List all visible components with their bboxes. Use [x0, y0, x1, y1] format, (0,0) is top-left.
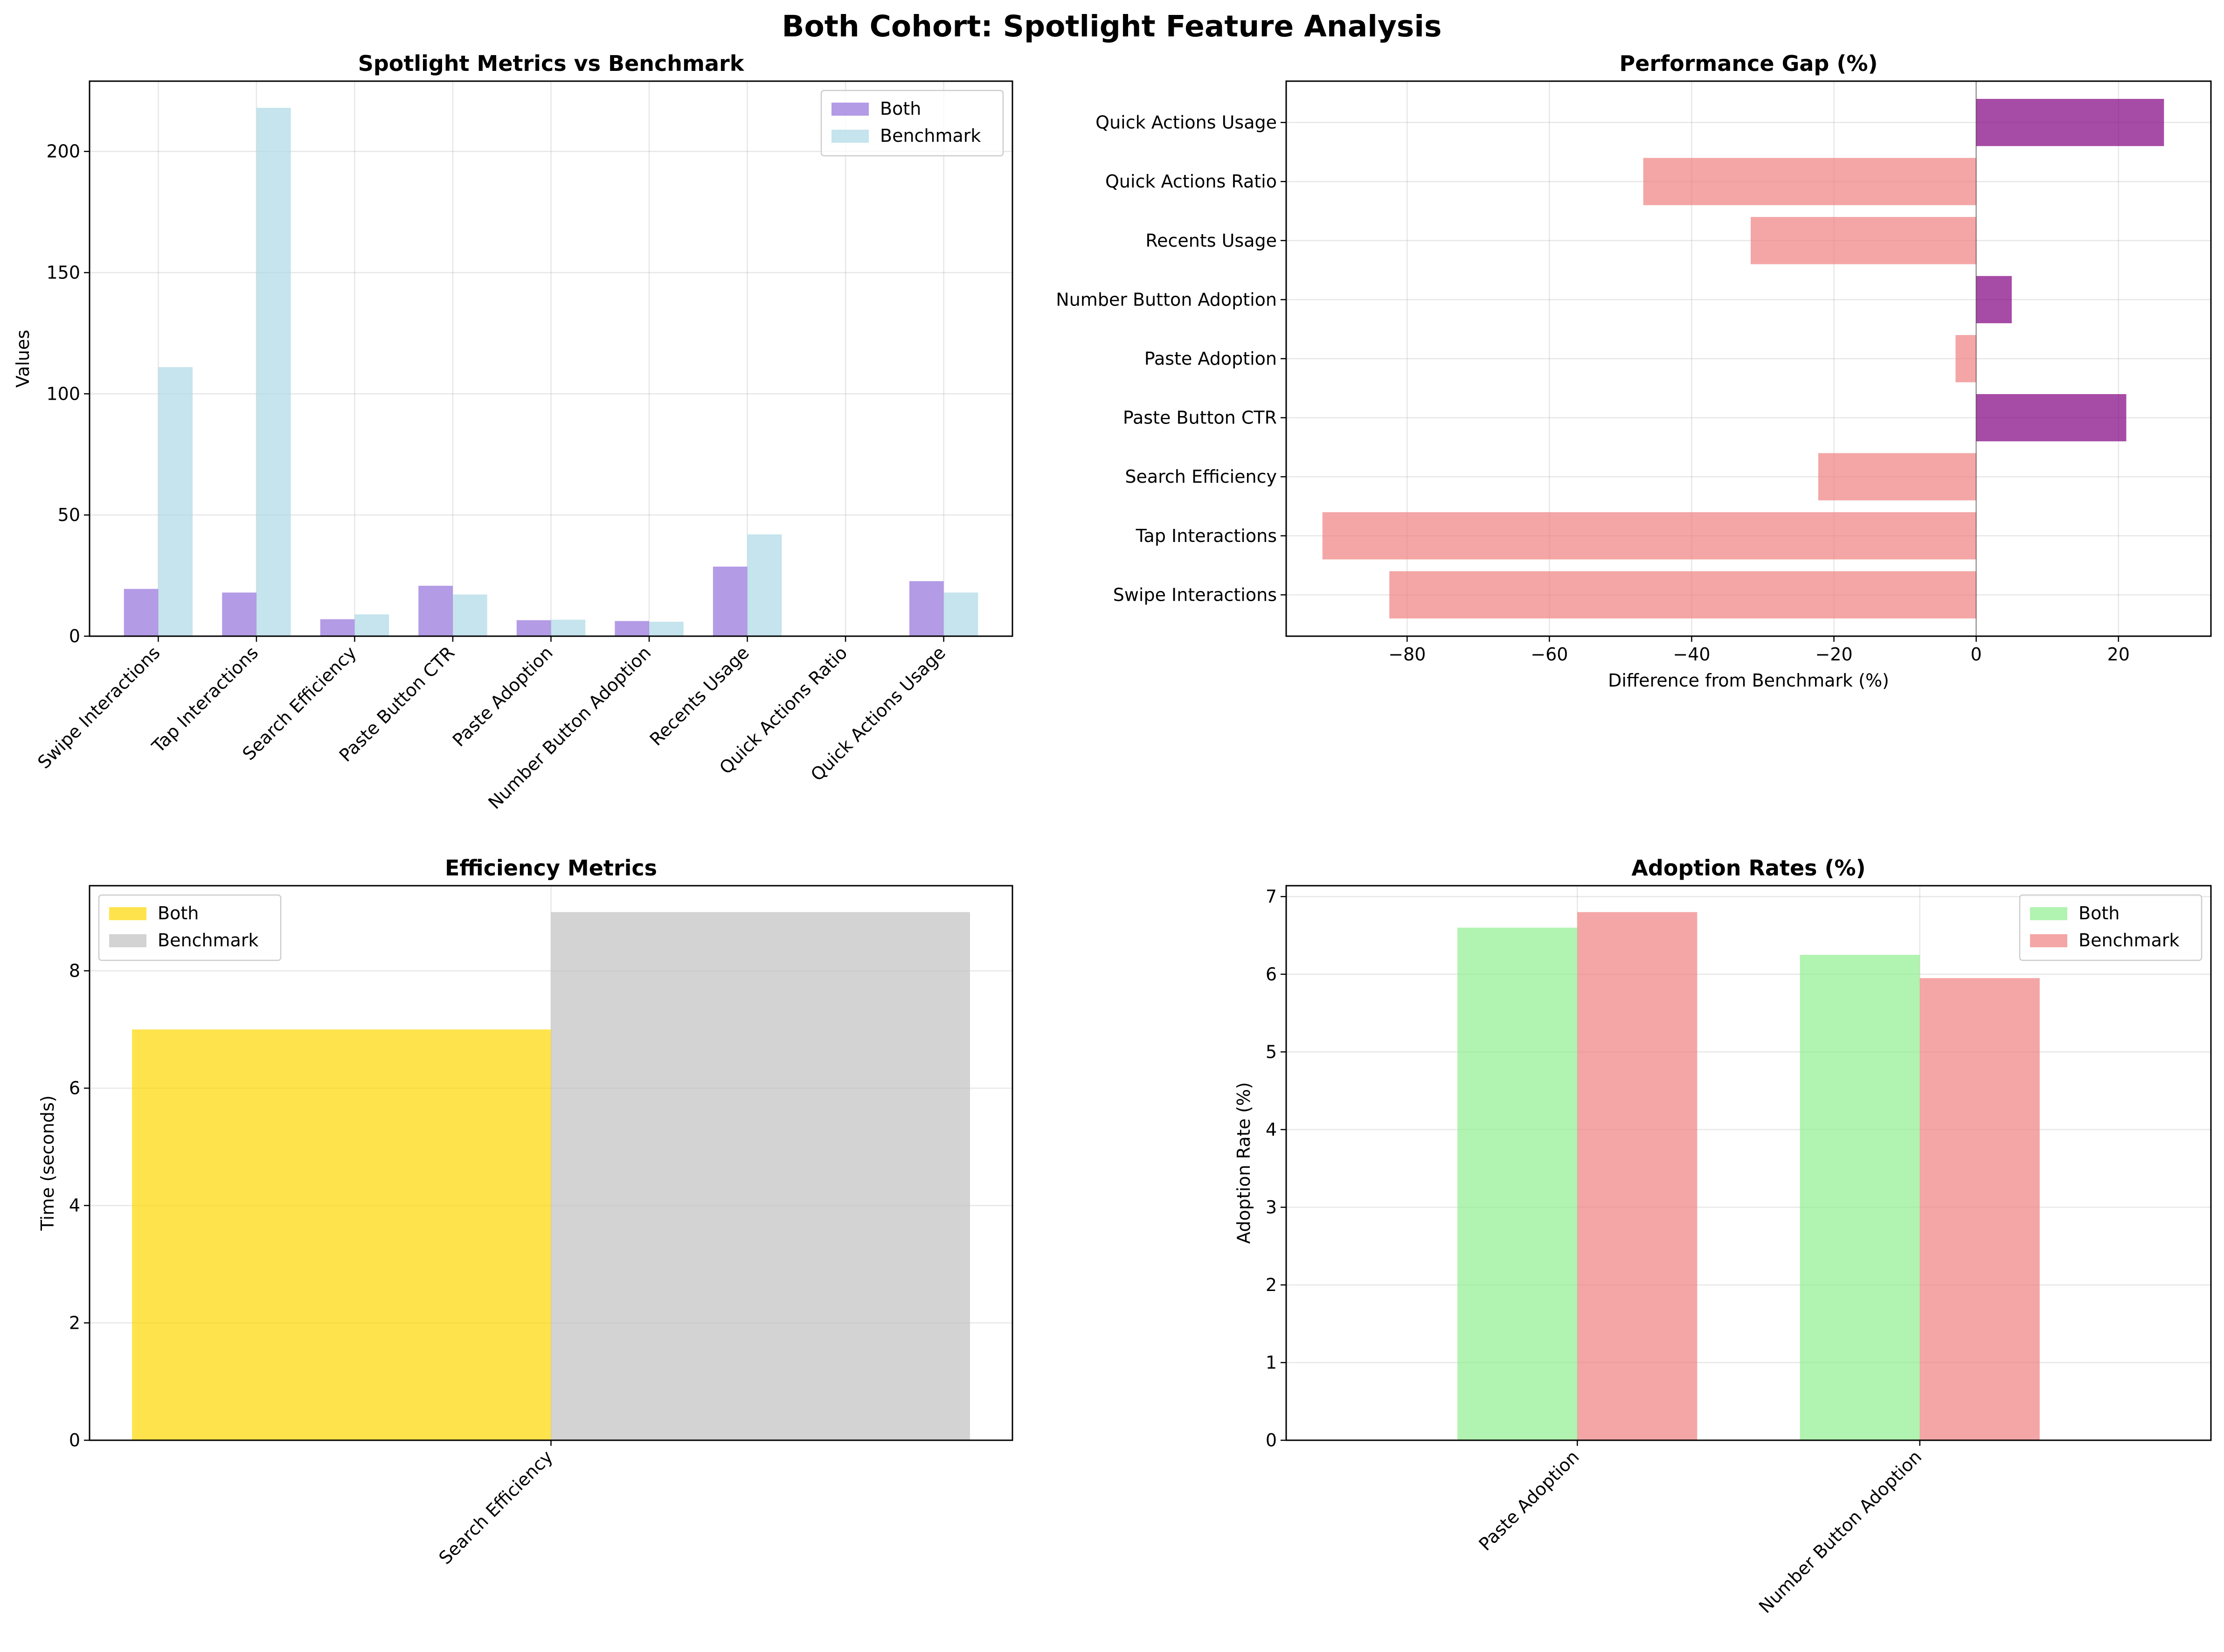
y-tick-label: Quick Actions Ratio [1105, 171, 1277, 192]
y-tick-label: Tap Interactions [1136, 526, 1277, 546]
y-tick-label: 8 [69, 960, 80, 981]
bar-both [909, 581, 944, 636]
gap-bar [1976, 276, 2012, 324]
legend-label-benchmark: Benchmark [158, 930, 258, 951]
bar-benchmark [943, 592, 978, 636]
legend: Both Benchmark [2019, 894, 2203, 961]
legend: Both Benchmark [820, 90, 1004, 157]
y-tick-label: 1 [1266, 1352, 1277, 1373]
y-tick-label: 5 [1266, 1041, 1277, 1062]
x-tick-label: −20 [1815, 644, 1852, 665]
x-tick-label: −80 [1388, 644, 1426, 665]
y-tick-label: Paste Button CTR [1123, 408, 1277, 428]
y-tick-label: 0 [69, 1430, 80, 1451]
plot-frame [1285, 885, 2212, 1441]
legend-label-benchmark: Benchmark [880, 125, 981, 146]
gap-bar [1322, 512, 1976, 560]
gap-bar [1818, 453, 1976, 500]
y-tick-label: 100 [46, 383, 80, 404]
y-tick-label: Number Button Adoption [1056, 289, 1277, 310]
bar-both [124, 589, 159, 636]
bar-both [418, 585, 453, 636]
chart-performance-gap: −80 −60 −40 −20 0 20 Swipe Interactions Tap Int… [1056, 51, 2212, 691]
x-tick-label: 20 [2107, 644, 2130, 665]
legend-label-benchmark: Benchmark [2079, 930, 2179, 951]
bar-benchmark [256, 108, 291, 636]
y-tick-label: 6 [1266, 964, 1277, 985]
figure-title: Both Cohort: Spotlight Feature Analysis [782, 9, 1441, 43]
y-tick-label: Swipe Interactions [1113, 584, 1277, 605]
y-tick-label: 4 [69, 1195, 80, 1216]
y-tick-label: Paste Adoption [1144, 348, 1277, 369]
y-tick-label: 150 [46, 263, 80, 283]
bar-both [713, 566, 748, 636]
y-tick-label: 0 [69, 626, 80, 646]
legend-swatch-both [109, 907, 146, 920]
bar-both [516, 620, 551, 636]
y-tick-label: 7 [1266, 886, 1277, 907]
gap-bar [1643, 158, 1976, 205]
x-tick-label: −40 [1673, 644, 1710, 665]
bar-benchmark [158, 367, 193, 636]
bar-benchmark [747, 534, 782, 636]
gap-bar [1751, 217, 1976, 264]
y-tick-label: 0 [1266, 1430, 1277, 1451]
y-tick-label: 2 [69, 1312, 80, 1333]
legend-swatch-benchmark [2030, 934, 2067, 947]
bar-both [222, 592, 256, 636]
legend: Both Benchmark [98, 894, 282, 961]
chart-title: Adoption Rates (%) [1631, 855, 1865, 881]
y-tick-label: Quick Actions Usage [1095, 112, 1277, 133]
bar-both [615, 621, 650, 636]
legend-swatch-benchmark [831, 130, 869, 143]
y-tick-label: Recents Usage [1145, 230, 1277, 251]
chart-title: Efficiency Metrics [445, 855, 657, 881]
gap-bar [1976, 394, 2127, 442]
y-tick-label: 2 [1266, 1275, 1277, 1295]
bar-benchmark [551, 912, 970, 1440]
bar-benchmark [1919, 978, 2040, 1440]
y-axis-label: Time (seconds) [37, 1095, 58, 1231]
gap-bar [1976, 98, 2164, 146]
bar-benchmark [1577, 912, 1697, 1440]
y-tick-label: 4 [1266, 1119, 1277, 1140]
y-tick-label: 50 [58, 505, 80, 525]
y-tick-label: Search Efficiency [1125, 466, 1277, 487]
legend-label-both: Both [2079, 903, 2120, 923]
x-tick-label: −60 [1531, 644, 1568, 665]
bar-both [320, 619, 355, 636]
bar-benchmark [649, 622, 684, 636]
bar-benchmark [452, 594, 487, 636]
bar-benchmark [354, 614, 389, 636]
chart-title: Performance Gap (%) [1620, 51, 1878, 76]
legend-label-both: Both [158, 903, 199, 923]
bar-both [132, 1029, 551, 1440]
legend-label-both: Both [880, 98, 921, 119]
legend-swatch-both [831, 103, 869, 116]
legend-swatch-benchmark [109, 934, 146, 947]
gap-bar [1389, 571, 1976, 619]
y-axis-label: Values [13, 330, 33, 388]
y-axis-label: Adoption Rate (%) [1233, 1082, 1254, 1244]
bar-benchmark [551, 619, 586, 636]
y-tick-label: 6 [69, 1078, 80, 1098]
legend-swatch-both [2030, 907, 2067, 920]
bar-both [1457, 927, 1578, 1440]
y-tick-label: 200 [46, 141, 80, 162]
chart-title: Spotlight Metrics vs Benchmark [358, 51, 745, 76]
gap-bar [1955, 335, 1976, 382]
x-axis-label: Difference from Benchmark (%) [1608, 670, 1889, 691]
y-tick-label: 3 [1266, 1197, 1277, 1217]
x-tick-label: 0 [1971, 644, 1982, 665]
bar-both [1800, 955, 1920, 1440]
